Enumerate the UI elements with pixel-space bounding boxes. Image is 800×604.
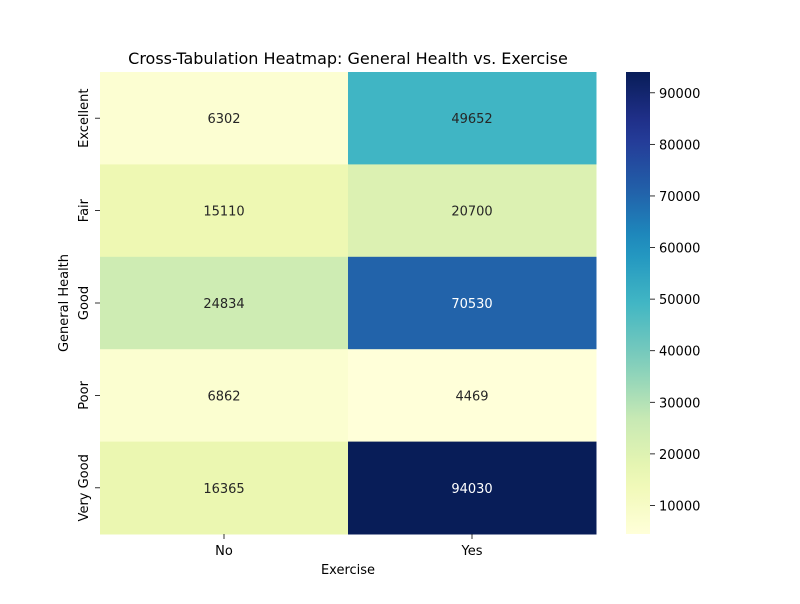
- y-tick-label: Good: [77, 286, 92, 320]
- colorbar-tick-label: 30000: [659, 396, 700, 411]
- heatmap-cell-good-no: [100, 256, 349, 350]
- cell-value-label: 70530: [451, 297, 492, 312]
- cell-value-label: 49652: [451, 112, 492, 127]
- heatmap-cell-good-yes: [348, 256, 597, 350]
- heatmap-cell-excellent-yes: [348, 72, 597, 165]
- cell-value-label: 6302: [207, 112, 240, 127]
- x-axis: No Yes: [215, 534, 483, 559]
- chart-title: Cross-Tabulation Heatmap: General Health…: [128, 49, 568, 68]
- colorbar-tick-label: 70000: [659, 190, 700, 205]
- heatmap-cell-poor-no: [100, 349, 349, 443]
- colorbar-tick-label: 40000: [659, 345, 700, 360]
- y-tick-label: Excellent: [77, 89, 92, 148]
- heatmap-cell-fair-yes: [348, 164, 597, 258]
- y-axis-label: General Health: [57, 254, 72, 352]
- y-tick-label: Fair: [77, 198, 92, 222]
- heatmap-cells: 6302 49652 15110 20700 24834 70530 6862 4469 163…: [100, 72, 597, 535]
- y-tick-label: Poor: [77, 380, 92, 409]
- colorbar-tick-label: 20000: [659, 448, 700, 463]
- colorbar-tick-label: 50000: [659, 293, 700, 308]
- colorbar-tick-label: 60000: [659, 242, 700, 257]
- cell-value-label: 94030: [451, 482, 492, 497]
- cell-value-label: 6862: [207, 389, 240, 404]
- x-tick-label: Yes: [461, 544, 483, 559]
- colorbar-tick-label: 80000: [659, 138, 700, 153]
- y-tick-label: Very Good: [77, 454, 92, 521]
- heatmap-cell-poor-yes: [348, 349, 597, 443]
- cell-value-label: 24834: [203, 297, 244, 312]
- colorbar: [626, 72, 650, 534]
- heatmap-cell-excellent-no: [100, 72, 349, 165]
- heatmap-cell-very-good-yes: [348, 441, 597, 535]
- x-axis-label: Exercise: [321, 563, 375, 578]
- colorbar-tick-label: 90000: [659, 87, 700, 102]
- cell-value-label: 16365: [203, 482, 244, 497]
- cell-value-label: 15110: [203, 205, 244, 220]
- x-tick-label: No: [215, 544, 233, 559]
- y-axis: Excellent Fair Good Poor Very Good: [77, 89, 100, 521]
- cell-value-label: 20700: [451, 205, 492, 220]
- colorbar-ticks: 10000 20000 30000 40000 50000 60000 70000 80000…: [650, 87, 700, 514]
- heatmap-cell-fair-no: [100, 164, 349, 258]
- cell-value-label: 4469: [455, 389, 488, 404]
- heatmap-cell-very-good-no: [100, 441, 349, 535]
- colorbar-tick-label: 10000: [659, 499, 700, 514]
